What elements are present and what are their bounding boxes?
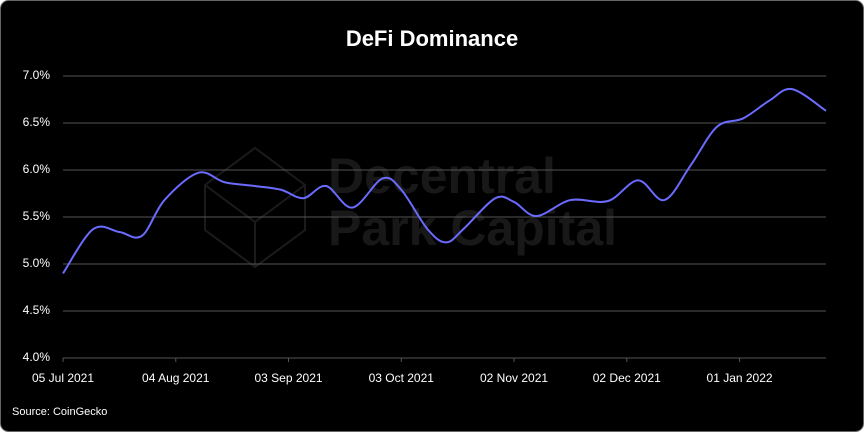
y-tick-label: 4.0%: [23, 350, 51, 364]
x-tick-label: 01 Jan 2022: [707, 371, 773, 385]
y-tick-label: 7.0%: [23, 68, 51, 82]
x-tick-label: 02 Dec 2021: [593, 371, 661, 385]
chart-title: DeFi Dominance: [346, 26, 518, 51]
x-tick-label: 03 Sep 2021: [254, 371, 322, 385]
watermark-text: Decentral: [328, 148, 556, 204]
x-tick-label: 04 Aug 2021: [142, 371, 210, 385]
watermark: Decentral Park Capital: [204, 146, 617, 269]
x-tick-label: 05 Jul 2021: [32, 371, 94, 385]
y-tick-label: 5.5%: [23, 209, 51, 223]
source: Source: CoinGecko: [12, 406, 107, 418]
y-tick-label: 6.0%: [23, 162, 51, 176]
line: [62, 87, 827, 274]
y-tick-label: 6.5%: [23, 115, 51, 129]
x-tick-label: 02 Nov 2021: [480, 371, 548, 385]
x-tick-label: 03 Oct 2021: [369, 371, 435, 385]
watermark-text: Park Capital: [328, 200, 617, 256]
y-tick-label: 4.5%: [23, 303, 51, 317]
y-tick-label: 5.0%: [23, 256, 51, 270]
